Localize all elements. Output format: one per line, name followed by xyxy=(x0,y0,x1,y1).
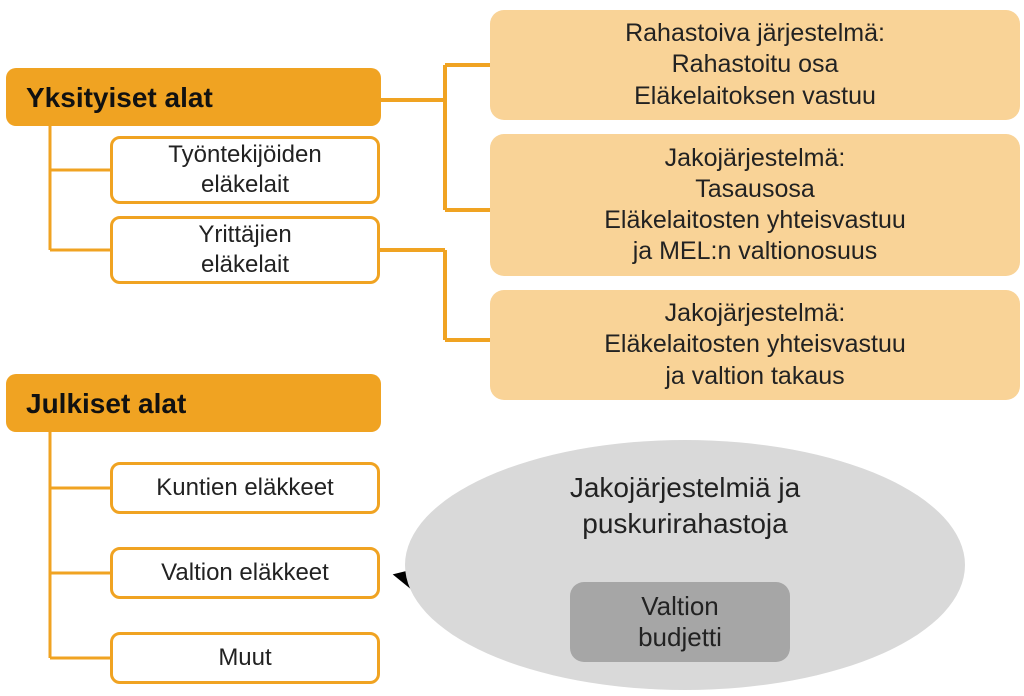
right-box-1: Rahastoiva järjestelmä: Rahastoitu osa E… xyxy=(490,10,1020,120)
yk-child2-l1: Yrittäjien xyxy=(198,220,291,250)
valtion-budjetti-pill: Valtion budjetti xyxy=(570,582,790,662)
rb3-l2: Eläkelaitosten yhteisvastuu xyxy=(604,329,906,360)
pill-l1: Valtion xyxy=(641,591,719,622)
rb1-l2: Rahastoitu osa xyxy=(672,49,839,80)
yksityiset-header-label: Yksityiset alat xyxy=(26,80,213,115)
julkiset-child-2: Valtion eläkkeet xyxy=(110,547,380,599)
rb2-l2: Tasausosa xyxy=(695,174,815,205)
rb2-l3: Eläkelaitosten yhteisvastuu xyxy=(604,205,906,236)
right-box-2: Jakojärjestelmä: Tasausosa Eläkelaitoste… xyxy=(490,134,1020,276)
yk-child2-l2: eläkelait xyxy=(201,250,289,280)
yksityiset-child-1: Työntekijöiden eläkelait xyxy=(110,136,380,204)
rb1-l3: Eläkelaitoksen vastuu xyxy=(634,81,876,112)
ellipse-l1: Jakojärjestelmiä ja xyxy=(570,470,800,506)
rb3-l1: Jakojärjestelmä: xyxy=(665,298,846,329)
rb2-l4: ja MEL:n valtionosuus xyxy=(633,236,878,267)
jk-child1: Kuntien eläkkeet xyxy=(156,473,333,503)
yk-child1-l2: eläkelait xyxy=(201,170,289,200)
yk-child1-l1: Työntekijöiden xyxy=(168,140,321,170)
yksityiset-child-2: Yrittäjien eläkelait xyxy=(110,216,380,284)
julkiset-header: Julkiset alat xyxy=(6,374,381,432)
julkiset-child-1: Kuntien eläkkeet xyxy=(110,462,380,514)
yksityiset-header: Yksityiset alat xyxy=(6,68,381,126)
pill-l2: budjetti xyxy=(638,622,722,653)
rb2-l1: Jakojärjestelmä: xyxy=(665,143,846,174)
rb3-l3: ja valtion takaus xyxy=(665,361,844,392)
ellipse-l2: puskurirahastoja xyxy=(570,506,800,542)
rb1-l1: Rahastoiva järjestelmä: xyxy=(625,18,885,49)
right-box-3: Jakojärjestelmä: Eläkelaitosten yhteisva… xyxy=(490,290,1020,400)
julkiset-child-3: Muut xyxy=(110,632,380,684)
jk-child2: Valtion eläkkeet xyxy=(161,558,329,588)
jk-child3: Muut xyxy=(218,643,271,673)
julkiset-header-label: Julkiset alat xyxy=(26,386,186,421)
